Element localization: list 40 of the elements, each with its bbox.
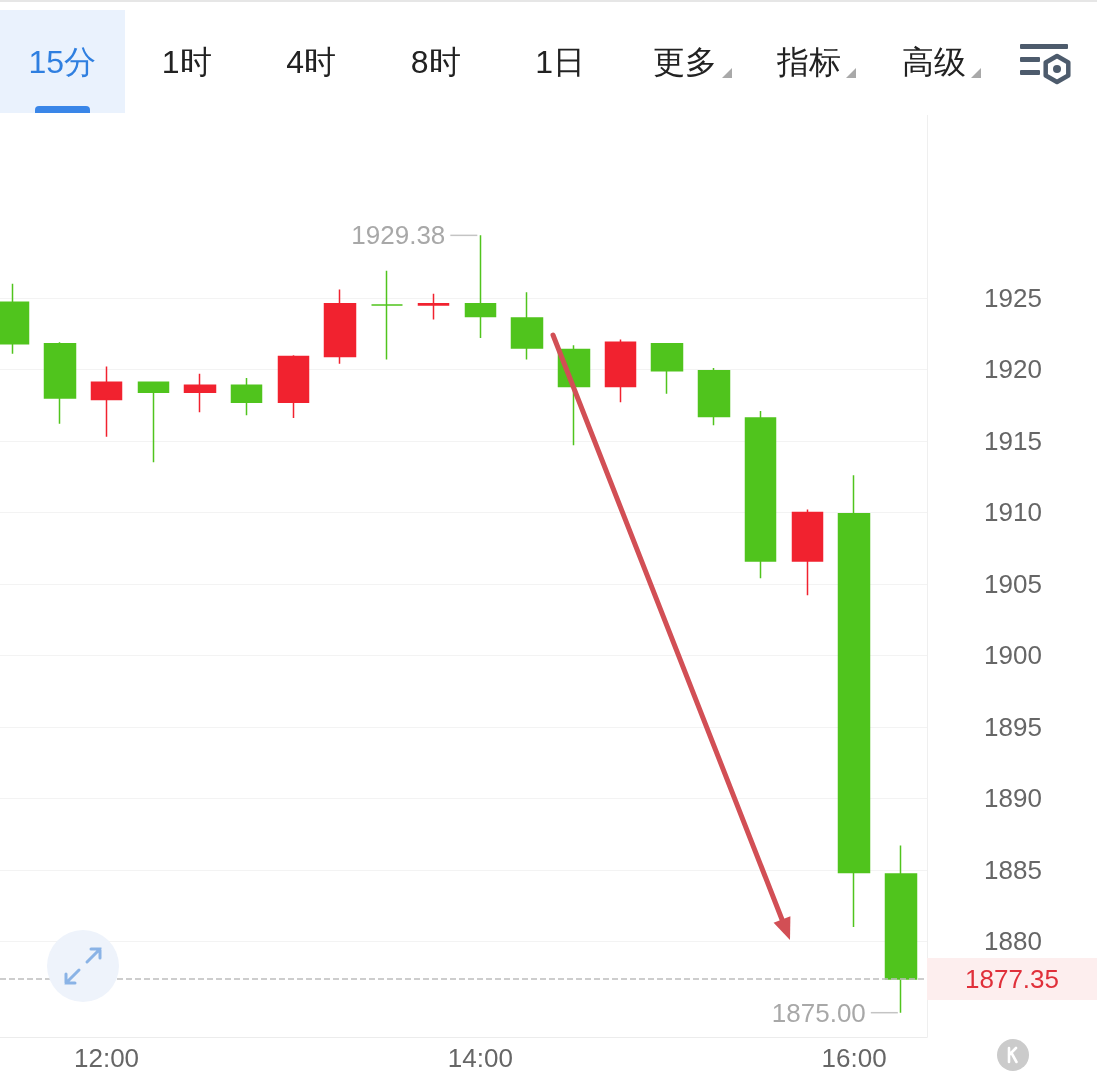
y-tick-label: 1880: [984, 926, 1042, 957]
candlestick: [744, 410, 777, 579]
candlestick: [183, 372, 217, 414]
y-tick-label: 1895: [984, 711, 1042, 742]
y-tick-label: 1890: [984, 783, 1042, 814]
candlestick: [43, 341, 77, 425]
annotation: 1929.38: [351, 220, 446, 251]
y-tick-label: 1905: [984, 568, 1042, 599]
text: 8时: [410, 42, 461, 82]
x-tick-label: 12:00: [73, 1043, 140, 1073]
candlestick: [137, 381, 170, 464]
y-tick-label: 1910: [984, 497, 1042, 528]
candlestick: [697, 367, 731, 426]
text: 高级: [901, 42, 966, 82]
ref-line-label: 1877.35: [965, 964, 1059, 995]
candlestick: [604, 338, 637, 404]
text: 15分: [28, 42, 97, 82]
candlestick: [370, 270, 404, 361]
candlestick: [650, 342, 684, 395]
text: 1时: [161, 42, 212, 82]
x-tick-label: 16:00: [821, 1043, 887, 1073]
y-tick-label: 1900: [984, 640, 1042, 671]
text: 4时: [286, 42, 337, 82]
y-tick-label: 1920: [984, 354, 1042, 385]
text: 更多: [652, 42, 717, 82]
y-tick-label: 1915: [984, 425, 1042, 456]
candlestick: [417, 292, 450, 321]
candlestick: [230, 377, 263, 416]
candlestick: [277, 354, 310, 419]
x-tick-label: 14:00: [447, 1043, 513, 1073]
candlestick: [837, 474, 871, 928]
candlestick: [791, 508, 824, 597]
candlestick: [90, 365, 123, 438]
y-tick-label: 1925: [984, 282, 1042, 313]
y-tick-label: 1885: [984, 854, 1042, 885]
annotation: 1875.00: [771, 997, 866, 1028]
candlestick: [323, 288, 357, 365]
candlestick: [510, 291, 544, 361]
text: 1日: [535, 42, 586, 82]
text: 指标: [777, 42, 842, 82]
